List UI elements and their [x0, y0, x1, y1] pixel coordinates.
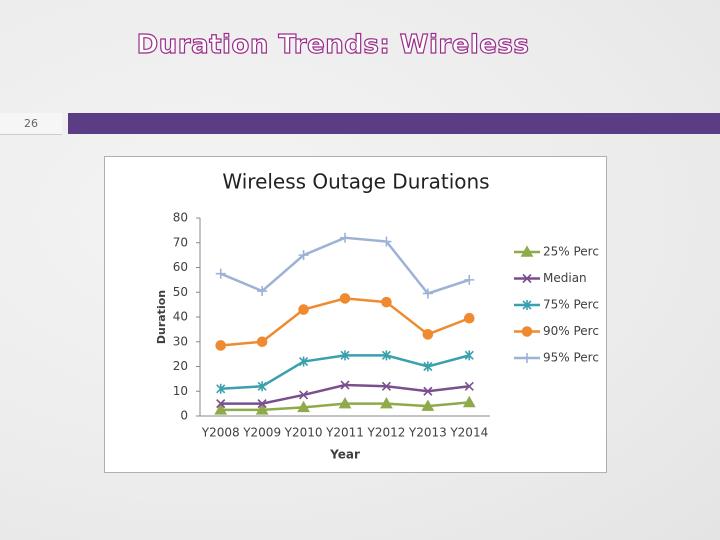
- data-point: [298, 304, 309, 315]
- data-point: [381, 236, 392, 247]
- chart-title: Wireless Outage Durations: [222, 170, 489, 194]
- data-point: [214, 403, 228, 415]
- data-point: [299, 390, 309, 400]
- legend-marker: [521, 326, 533, 337]
- data-point: [381, 296, 392, 308]
- data-point: [257, 399, 267, 409]
- data-point: [215, 340, 227, 351]
- data-point: [216, 383, 226, 394]
- data-point: [339, 293, 351, 304]
- data-point: [257, 381, 267, 392]
- data-point: [381, 381, 391, 391]
- data-point: [297, 400, 310, 413]
- data-point: [338, 396, 352, 409]
- data-point: [464, 274, 475, 285]
- legend-marker: [522, 300, 532, 310]
- legend-label: Median: [543, 271, 587, 285]
- x-tick-label: Y2014: [449, 426, 488, 440]
- y-tick-label: 0: [180, 409, 188, 423]
- data-point: [340, 350, 350, 361]
- slide-title: Duration Trends: Wireless: [136, 29, 530, 60]
- x-tick-label: Y2009: [242, 426, 281, 440]
- legend-label: 75% Perc: [543, 298, 599, 312]
- chart-frame: [104, 156, 607, 473]
- x-tick-label: Y2011: [325, 426, 364, 440]
- legend-label: 95% Perc: [543, 351, 599, 365]
- data-point: [422, 329, 434, 340]
- data-point: [462, 395, 476, 408]
- data-point: [421, 399, 435, 411]
- data-point: [381, 350, 391, 361]
- x-axis-label: Year: [329, 448, 360, 462]
- data-point: [298, 250, 309, 261]
- legend-marker: [522, 273, 532, 284]
- y-tick-label: 60: [173, 260, 188, 274]
- data-point: [423, 386, 433, 396]
- legend-marker: [522, 353, 532, 363]
- data-point: [380, 396, 393, 409]
- x-tick-label: Y2008: [201, 426, 240, 440]
- data-point: [340, 380, 350, 390]
- data-point: [463, 312, 475, 324]
- data-point: [299, 356, 309, 367]
- y-tick-label: 40: [173, 310, 188, 324]
- slide-number: 26: [0, 113, 62, 135]
- y-tick-label: 70: [173, 235, 188, 249]
- y-tick-label: 20: [173, 359, 188, 373]
- legend-label: 25% Perc: [543, 245, 599, 259]
- data-point: [215, 268, 226, 279]
- data-point: [423, 361, 433, 372]
- y-tick-label: 30: [173, 334, 188, 348]
- data-point: [255, 403, 269, 415]
- y-tick-label: 80: [173, 211, 188, 225]
- data-point: [464, 381, 474, 391]
- x-tick-label: Y2010: [284, 426, 323, 440]
- legend-marker: [520, 245, 534, 257]
- x-tick-label: Y2012: [366, 426, 405, 440]
- legend-label: 90% Perc: [543, 324, 599, 338]
- data-point: [422, 288, 433, 299]
- y-tick-label: 50: [173, 285, 188, 299]
- x-tick-label: Y2013: [408, 426, 447, 440]
- data-point: [216, 399, 226, 409]
- header-band: [68, 113, 720, 134]
- data-point: [257, 286, 268, 297]
- data-point: [340, 232, 350, 243]
- data-point: [464, 350, 474, 361]
- y-axis-label: Duration: [155, 290, 168, 344]
- data-point: [256, 336, 268, 348]
- y-tick-label: 10: [173, 384, 188, 398]
